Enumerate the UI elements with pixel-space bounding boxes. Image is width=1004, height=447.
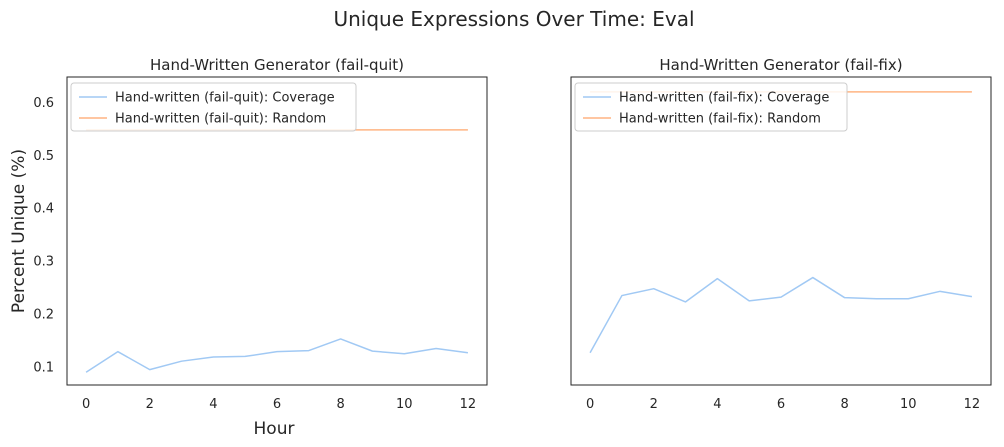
data-point-coverage xyxy=(149,368,151,370)
legend-box xyxy=(70,82,357,132)
x-axis-label: Hour xyxy=(254,419,295,439)
x-tick-label: 2 xyxy=(146,397,154,412)
x-tick-label: 2 xyxy=(650,397,658,412)
x-tick-label: 8 xyxy=(336,397,344,412)
data-point-random xyxy=(435,129,437,131)
y-tick-label: 0.6 xyxy=(33,96,54,111)
data-point-coverage xyxy=(308,349,310,351)
legend: Hand-written (fail-quit): Coverage Hand-w… xyxy=(70,82,357,132)
legend-box xyxy=(574,82,848,132)
legend: Hand-written (fail-fix): Coverage Hand-wr… xyxy=(574,82,848,132)
data-point-coverage xyxy=(780,296,782,298)
legend-label: Hand-written (fail-quit): Random xyxy=(115,112,326,127)
x-tick-label: 12 xyxy=(964,397,981,412)
subplot-container: Hand-Written Generator (fail-quit) 0 2 4 6 8 1… xyxy=(33,56,992,412)
data-point-coverage xyxy=(748,300,750,302)
data-point-random xyxy=(875,91,877,93)
data-point-coverage xyxy=(467,352,469,354)
data-point-random xyxy=(371,129,373,131)
data-point-coverage xyxy=(403,353,405,355)
data-point-coverage xyxy=(684,301,686,303)
y-axis-label: Percent Unique (%) xyxy=(9,149,29,313)
data-point-coverage xyxy=(875,298,877,300)
data-point-random xyxy=(939,91,941,93)
data-point-coverage xyxy=(716,277,718,279)
x-tick-label: 6 xyxy=(273,397,281,412)
legend-label: Hand-written (fail-fix): Random xyxy=(619,112,821,127)
y-tick-label: 0.1 xyxy=(33,361,54,376)
subplot-1: Hand-Written Generator (fail-quit) 0 2 4 6 8 1… xyxy=(33,56,488,412)
data-point-coverage xyxy=(621,294,623,296)
legend-label: Hand-written (fail-quit): Coverage xyxy=(115,91,335,106)
data-point-coverage xyxy=(653,287,655,289)
data-point-coverage xyxy=(244,355,246,357)
data-point-random xyxy=(467,129,469,131)
data-point-coverage xyxy=(276,350,278,352)
x-tick-label: 12 xyxy=(460,397,477,412)
data-point-coverage xyxy=(435,347,437,349)
x-tick-label: 6 xyxy=(777,397,785,412)
data-point-coverage xyxy=(117,350,119,352)
data-point-coverage xyxy=(180,360,182,362)
x-tick-label: 8 xyxy=(840,397,848,412)
data-point-random xyxy=(403,129,405,131)
plot-frame xyxy=(570,76,992,386)
subplot-title: Hand-Written Generator (fail-fix) xyxy=(659,56,902,74)
data-point-random xyxy=(907,91,909,93)
legend-label: Hand-written (fail-fix): Coverage xyxy=(619,91,829,106)
data-point-coverage xyxy=(85,371,87,373)
y-tick-label: 0.3 xyxy=(33,255,54,270)
subplot-title: Hand-Written Generator (fail-quit) xyxy=(150,56,404,74)
x-tick-label: 10 xyxy=(900,397,917,412)
figure-title: Unique Expressions Over Time: Eval xyxy=(333,7,694,31)
y-tick-label: 0.2 xyxy=(33,308,54,323)
y-tick-label: 0.5 xyxy=(33,149,54,164)
data-point-coverage xyxy=(812,276,814,278)
data-point-coverage xyxy=(212,356,214,358)
x-tick-label: 0 xyxy=(82,397,90,412)
series-line-coverage xyxy=(589,276,973,354)
subplot-2: Hand-Written Generator (fail-fix) 0 2 4 6 8 10… xyxy=(570,56,992,412)
data-point-coverage xyxy=(939,290,941,292)
x-tick-label: 0 xyxy=(586,397,594,412)
x-tick-label: 4 xyxy=(713,397,721,412)
x-tick-label: 4 xyxy=(209,397,217,412)
data-point-coverage xyxy=(843,296,845,298)
series-line-coverage xyxy=(85,338,469,373)
data-point-coverage xyxy=(371,350,373,352)
data-point-coverage xyxy=(971,295,973,297)
x-tick-label: 10 xyxy=(396,397,413,412)
data-point-coverage xyxy=(907,298,909,300)
data-point-coverage xyxy=(339,338,341,340)
plot-frame xyxy=(66,76,488,386)
data-point-coverage xyxy=(589,352,591,354)
data-point-random xyxy=(971,91,973,93)
y-tick-label: 0.4 xyxy=(33,202,54,217)
